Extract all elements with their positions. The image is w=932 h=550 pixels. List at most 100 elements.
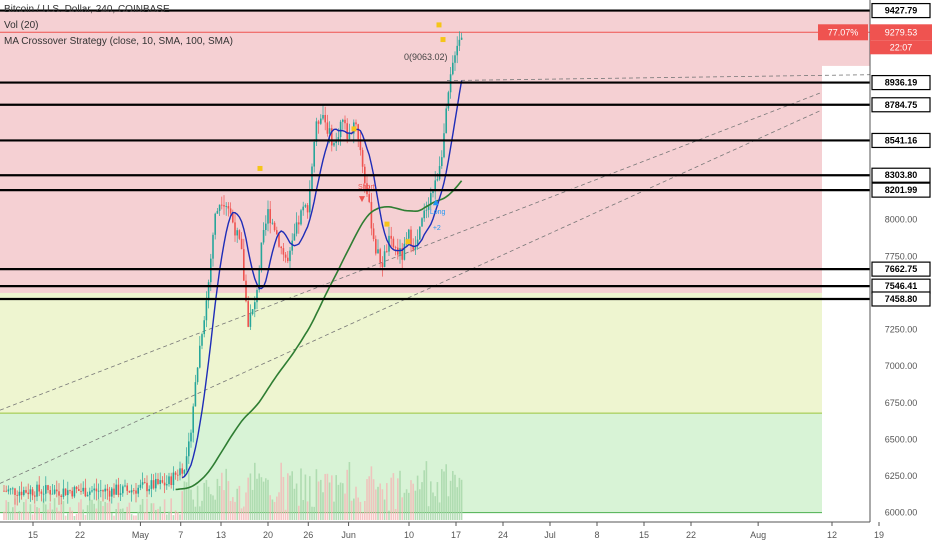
candle-body <box>148 488 150 492</box>
volume-bar <box>251 489 254 520</box>
volume-bar <box>236 488 238 520</box>
volume-bar <box>40 513 43 520</box>
candle-body <box>401 248 403 260</box>
volume-bar <box>106 503 109 520</box>
volume-bar <box>221 472 223 520</box>
time-tick-label: 22 <box>75 530 85 540</box>
volume-bar <box>12 507 14 520</box>
candle-body <box>196 367 199 383</box>
candle-body <box>174 472 177 475</box>
volume-bar <box>421 482 423 520</box>
volume-bar <box>425 461 428 520</box>
time-tick-label: May <box>132 530 150 540</box>
time-tick-label: 17 <box>451 530 461 540</box>
volume-bar <box>177 512 179 520</box>
volume-bar <box>51 509 54 520</box>
volume-bar <box>150 503 153 520</box>
candle-body <box>3 490 5 492</box>
candle-body <box>58 491 60 496</box>
time-tick-label: 8 <box>594 530 599 540</box>
candle-body <box>102 490 104 492</box>
candle-body <box>190 432 192 442</box>
candle-body <box>399 248 401 255</box>
horizontal-levels[interactable] <box>0 9 870 301</box>
candle-body <box>458 39 461 46</box>
volume-bar <box>126 506 128 520</box>
volume-bar <box>344 493 346 520</box>
candle-body <box>23 490 25 496</box>
volume-bar <box>364 500 366 520</box>
candle-body <box>53 489 56 494</box>
volume-bar <box>27 511 29 520</box>
volume-bar <box>229 500 232 520</box>
candle-body <box>302 206 304 211</box>
fast-ma-line <box>181 80 463 479</box>
volume-bar <box>328 482 331 520</box>
volume-bar <box>218 486 221 520</box>
volume-bar <box>104 501 106 520</box>
price-tick-label: 6500.00 <box>885 434 918 444</box>
ma-readout: 0(9063.02) <box>404 52 448 62</box>
volume-bar <box>168 511 170 520</box>
time-tick-label: 12 <box>827 530 837 540</box>
candle-body <box>326 122 329 134</box>
short-arrow-icon <box>359 196 365 203</box>
volume-bar <box>62 501 65 520</box>
volume-bar <box>353 498 355 520</box>
price-axis[interactable]: 9427.79 8936.19 8784.75 8541.16 8303.80 8201.… <box>818 0 932 550</box>
candle-body <box>29 489 32 495</box>
volume-bar <box>174 510 177 520</box>
long-signal-qty: +2 <box>433 225 441 232</box>
volume-bar <box>29 504 32 520</box>
volume-bar <box>227 481 230 520</box>
volume-bar <box>64 515 67 520</box>
volume-bar <box>339 482 342 520</box>
candle-body <box>295 222 298 234</box>
volume-bar <box>383 499 386 520</box>
time-tick-label: 24 <box>498 530 508 540</box>
candle-body <box>245 280 247 302</box>
volume-bar <box>278 492 280 520</box>
time-axis[interactable]: 15 22 May 7 13 20 26 Jun 10 17 24 Jul 8 15 22 Aug 12 19 <box>0 521 884 540</box>
pct-label: 77.07% <box>828 27 859 37</box>
level-tag <box>871 2 931 19</box>
volume-bar <box>124 513 126 520</box>
volume-bar <box>31 514 34 520</box>
candle-body <box>34 495 36 497</box>
candle-body <box>60 495 62 497</box>
candle-body <box>372 228 375 240</box>
volume-bar <box>280 462 282 520</box>
volume-bar <box>399 470 401 520</box>
volume-bar <box>388 510 390 520</box>
volume-bar <box>69 507 71 520</box>
candle-body <box>84 487 87 497</box>
legend-strategy[interactable]: MA Crossover Strategy (close, 10, SMA, 1… <box>4 36 233 47</box>
candle-body <box>414 245 417 250</box>
candle-body <box>342 119 344 122</box>
candle-body <box>161 480 164 483</box>
candle-body <box>67 490 69 496</box>
volume-bar <box>18 510 21 520</box>
candle-body <box>152 480 155 489</box>
candle-body <box>425 209 428 211</box>
volume-bar <box>23 502 25 520</box>
candle-body <box>238 230 241 239</box>
candle-body <box>199 345 201 368</box>
candle-body <box>368 194 370 202</box>
volume-bar <box>53 498 56 520</box>
volume-bar <box>133 515 135 520</box>
candle-body <box>346 123 348 139</box>
candle-body <box>80 490 82 492</box>
candle-body <box>124 485 126 487</box>
volume-bar <box>458 477 461 520</box>
volume-bar <box>207 486 210 520</box>
volume-bar <box>397 478 399 520</box>
volume-bar <box>394 509 397 520</box>
legend-symbol[interactable]: Bitcoin / U.S. Dollar, 240, COINBASE <box>4 4 170 15</box>
candle-body <box>20 491 23 496</box>
legend-volume[interactable]: Vol (20) <box>4 20 39 31</box>
candle-body <box>5 490 7 492</box>
volume-bar <box>282 476 285 520</box>
level-tag <box>871 261 931 277</box>
